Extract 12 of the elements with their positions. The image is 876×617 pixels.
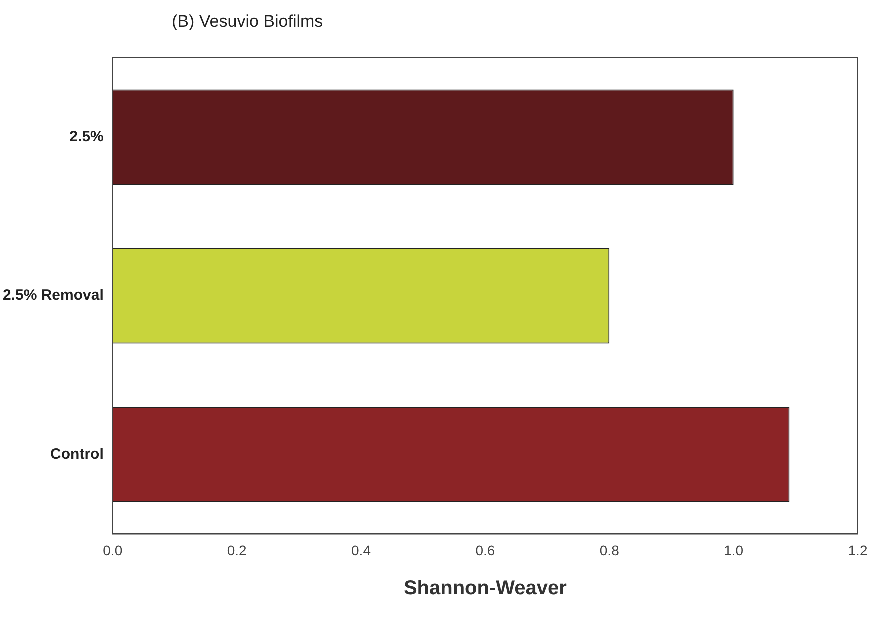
x-tick-label: 1.0 bbox=[724, 542, 744, 558]
x-tick-label: 1.2 bbox=[848, 542, 868, 558]
x-tick-label: 0.8 bbox=[600, 542, 620, 558]
y-tick-label: 2.5% Removal bbox=[2, 287, 104, 304]
chart-title: (B) Vesuvio Biofilms bbox=[172, 12, 324, 32]
y-tick-label: 2.5% bbox=[70, 128, 104, 146]
x-tick-label: 0.4 bbox=[352, 542, 372, 558]
x-tick-label: 0.6 bbox=[476, 542, 496, 558]
y-tick-label: Control bbox=[50, 446, 104, 463]
x-tick-label: 0.0 bbox=[103, 542, 123, 558]
x-tick-label: 0.2 bbox=[227, 542, 248, 558]
x-axis-title: Shannon-Weaver bbox=[404, 578, 568, 600]
